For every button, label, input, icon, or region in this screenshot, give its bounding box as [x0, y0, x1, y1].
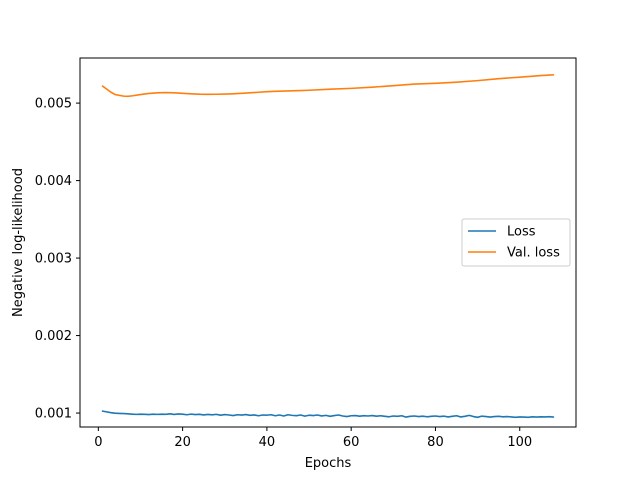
y-tick-label: 0.003	[35, 252, 72, 267]
x-tick-label: 100	[507, 435, 532, 450]
legend-label-val-loss: Val. loss	[507, 246, 560, 261]
series-layer	[101, 74, 555, 419]
x-tick-label: 80	[427, 435, 444, 450]
series-line-loss	[101, 410, 555, 419]
y-tick-label: 0.001	[35, 407, 72, 422]
x-tick-label: 40	[259, 435, 276, 450]
legend: Loss Val. loss	[461, 218, 571, 267]
legend-label-loss: Loss	[507, 225, 536, 240]
y-axis-label: Negative log-likelihood	[11, 168, 26, 317]
x-tick-label: 20	[174, 435, 191, 450]
x-tick-label: 0	[94, 435, 102, 450]
x-tick-label: 60	[343, 435, 360, 450]
y-tick-label: 0.002	[35, 329, 72, 344]
y-tick-label: 0.004	[35, 174, 72, 189]
series-line-val-loss	[101, 74, 555, 98]
y-axis-ticks: 0.001 0.002 0.003 0.004 0.005	[35, 97, 80, 422]
plot-frame	[79, 57, 577, 428]
y-tick-label: 0.005	[35, 97, 72, 112]
x-axis-label: Epochs	[305, 456, 352, 471]
x-axis-ticks: 0 20 40 60 80 100	[94, 427, 532, 450]
